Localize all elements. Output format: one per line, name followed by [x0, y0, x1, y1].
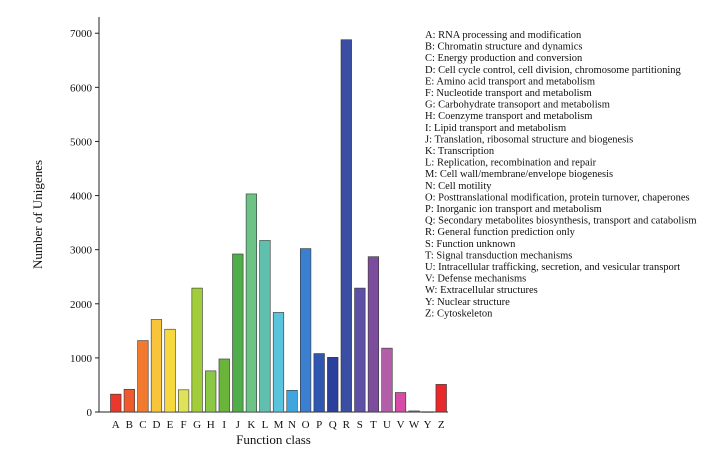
- x-tick-label: S: [357, 419, 363, 431]
- legend-item: K: Transcription: [425, 146, 495, 157]
- x-tick-label: A: [112, 419, 120, 431]
- bar-U: [381, 347, 393, 413]
- y-tick-label: 7000: [70, 28, 93, 40]
- bar-I: [218, 358, 230, 413]
- legend-item: V: Defense mechanisms: [425, 274, 526, 285]
- y-tick-label: 2000: [70, 299, 93, 311]
- bar-T: [367, 256, 380, 413]
- bar-J: [232, 253, 244, 413]
- bar-M: [272, 312, 285, 413]
- y-tick-label: 4000: [70, 191, 93, 203]
- bar-W: [408, 410, 420, 413]
- y-axis-title: Number of Unigenes: [30, 160, 45, 269]
- x-tick-label: R: [343, 419, 351, 431]
- bar-H: [205, 370, 217, 413]
- legend-item: N: Cell motility: [425, 181, 492, 192]
- x-tick-label: F: [181, 419, 187, 431]
- x-tick-label: I: [222, 419, 226, 431]
- legend-item: R: General function prediction only: [425, 227, 576, 238]
- y-tick-label: 1000: [70, 353, 93, 365]
- x-tick-label: B: [126, 419, 133, 431]
- x-tick-label: U: [383, 419, 391, 431]
- legend-item: E: Amino acid transport and metabolism: [425, 76, 595, 87]
- bar-P: [313, 353, 325, 413]
- legend-item: P: Inorganic ion transport and metabolis…: [425, 204, 602, 215]
- x-tick-label: E: [167, 419, 174, 431]
- bar-N: [286, 390, 298, 413]
- bar-F: [177, 389, 190, 413]
- bar-Z: [435, 384, 447, 413]
- legend-item: Y: Nuclear structure: [425, 297, 510, 308]
- bars: [110, 39, 447, 413]
- bar-L: [259, 240, 271, 413]
- y-tick-label: 3000: [70, 245, 93, 257]
- bar-Y: [422, 411, 434, 413]
- x-tick-label: G: [193, 419, 201, 431]
- y-tick-labels: 0 1000 2000 3000 4000 5000 6000 7000: [70, 28, 99, 419]
- x-tick-label: O: [302, 419, 310, 431]
- x-tick-label: Y: [424, 419, 432, 431]
- x-tick-label: P: [316, 419, 322, 431]
- bar-R: [340, 39, 352, 413]
- bar-D: [150, 319, 163, 413]
- legend-item: M: Cell wall/membrane/envelope biogenesi…: [425, 169, 613, 180]
- legend-item: S: Function unknown: [425, 239, 516, 250]
- legend-item: J: Translation, ribosomal structure and …: [425, 134, 633, 145]
- y-tick-label: 6000: [70, 82, 93, 94]
- x-tick-label: D: [152, 419, 160, 431]
- legend-item: T: Signal transduction mechanisms: [425, 250, 572, 261]
- legend-item: B: Chromatin structure and dynamics: [425, 42, 582, 53]
- bar-Q: [327, 357, 339, 413]
- bar-O: [300, 248, 312, 413]
- x-tick-label: V: [397, 419, 405, 431]
- x-tick-label: W: [409, 419, 420, 431]
- legend-item: C: Energy production and conversion: [425, 53, 583, 64]
- x-tick-label: J: [236, 419, 241, 431]
- bar-E: [164, 328, 176, 413]
- x-tick-label: C: [139, 419, 146, 431]
- x-tick-label: T: [370, 419, 377, 431]
- legend-item: Z: Cytoskeleton: [425, 308, 493, 319]
- x-tick-label: H: [207, 419, 215, 431]
- legend-item: H: Coenzyme transport and metabolism: [425, 111, 592, 122]
- x-tick-label: M: [274, 419, 284, 431]
- legend-item: G: Carbohydrate transoport and metabolis…: [425, 100, 610, 111]
- legend-item: F: Nucleotide transport and metabolism: [425, 88, 592, 99]
- bar-V: [394, 392, 407, 413]
- x-tick-label: Q: [329, 419, 337, 431]
- bar-C: [137, 340, 149, 413]
- bar-B: [123, 388, 135, 413]
- legend-item: O: Posttranslational modification, prote…: [425, 192, 690, 203]
- x-axis-title: Function class: [236, 432, 311, 447]
- bar-A: [110, 393, 122, 413]
- x-tick-label: N: [288, 419, 296, 431]
- x-tick-label: Z: [438, 419, 445, 431]
- legend-item: Q: Secondary metabolites biosynthesis, t…: [425, 216, 697, 227]
- legend-item: L: Replication, recombination and repair: [425, 158, 597, 169]
- y-tick-label: 5000: [70, 136, 93, 148]
- legend-item: W: Extracellular structures: [425, 285, 538, 296]
- x-tick-label: K: [247, 419, 255, 431]
- bar-S: [354, 287, 366, 413]
- bar-G: [191, 287, 203, 413]
- x-tick-label: L: [262, 419, 269, 431]
- legend-item: A: RNA processing and modification: [425, 30, 582, 41]
- bar-K: [245, 193, 257, 413]
- y-tick-label: 0: [87, 407, 93, 419]
- legend-item: I: Lipid transport and metabolism: [425, 123, 566, 134]
- legend-item: U: Intracellular trafficking, secretion,…: [425, 262, 680, 273]
- legend-item: D: Cell cycle control, cell division, ch…: [425, 65, 681, 76]
